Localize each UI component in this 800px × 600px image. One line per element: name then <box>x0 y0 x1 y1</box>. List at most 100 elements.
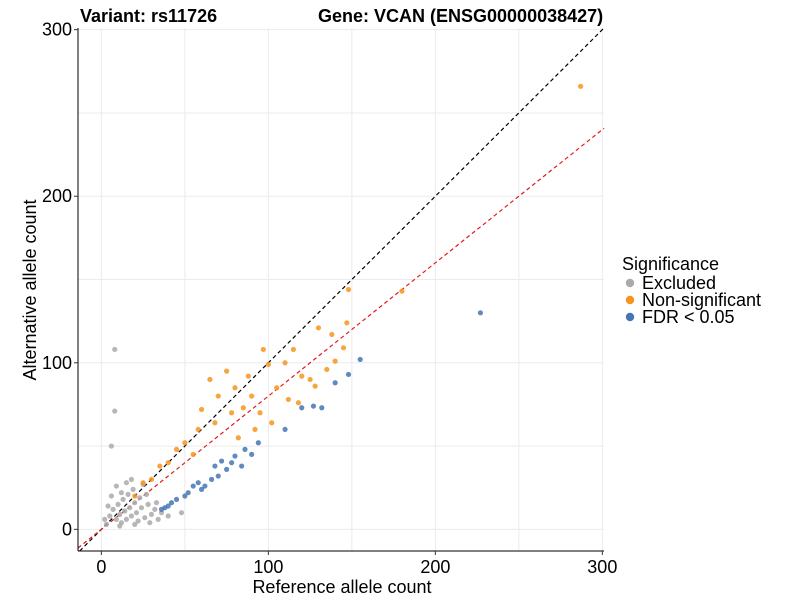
x-axis-label: Reference allele count <box>252 577 431 597</box>
point-non-significant <box>274 385 280 391</box>
point-non-significant <box>229 410 235 416</box>
point-non-significant <box>344 320 350 326</box>
point-non-significant <box>290 346 297 353</box>
point-non-significant <box>215 393 221 399</box>
chart-title-variant: Variant: rs11726 <box>80 6 217 26</box>
point-non-significant <box>324 366 330 373</box>
axis-ticks: 0 100 200 300 0 100 200 300 <box>42 20 617 577</box>
point-fdr-0-05 <box>168 500 175 506</box>
axes <box>77 28 604 552</box>
point-non-significant <box>165 460 171 466</box>
y-tick-label: 0 <box>62 519 72 539</box>
point-non-significant <box>190 451 196 457</box>
legend-label-non-significant: Non-significant <box>642 290 761 310</box>
legend: Significance ExcludedNon-significantFDR … <box>622 254 761 327</box>
point-fdr-0-05 <box>310 403 317 409</box>
legend-label-fdr-0-05: FDR < 0.05 <box>642 307 735 327</box>
point-excluded <box>103 521 109 527</box>
point-fdr-0-05 <box>158 506 165 512</box>
point-non-significant <box>195 426 201 433</box>
gridlines <box>78 28 604 551</box>
point-excluded <box>115 501 121 507</box>
point-excluded <box>138 505 145 511</box>
point-excluded <box>128 513 135 519</box>
point-excluded <box>113 516 120 522</box>
point-excluded <box>130 486 136 492</box>
point-non-significant <box>578 83 584 89</box>
point-excluded <box>128 476 135 482</box>
point-non-significant <box>157 463 163 469</box>
legend-title: Significance <box>622 254 719 274</box>
point-non-significant <box>245 373 251 379</box>
point-non-significant <box>212 420 218 426</box>
point-non-significant <box>257 410 263 416</box>
point-excluded <box>123 516 130 522</box>
point-non-significant <box>148 476 155 482</box>
legend-swatch-non-significant <box>625 295 635 305</box>
y-tick-label: 300 <box>42 20 72 40</box>
point-non-significant <box>224 368 230 374</box>
point-non-significant <box>132 493 138 499</box>
point-fdr-0-05 <box>185 490 191 496</box>
point-fdr-0-05 <box>229 460 235 466</box>
point-non-significant <box>173 446 180 452</box>
point-fdr-0-05 <box>242 446 248 452</box>
point-excluded <box>152 506 158 512</box>
point-non-significant <box>249 393 255 399</box>
point-fdr-0-05 <box>357 356 363 363</box>
point-fdr-0-05 <box>345 371 352 378</box>
point-excluded <box>153 500 160 506</box>
point-excluded <box>107 513 113 519</box>
point-non-significant <box>282 360 288 366</box>
reference-lines <box>77 27 605 552</box>
y-tick-label: 200 <box>42 186 72 206</box>
point-non-significant <box>207 376 213 383</box>
point-non-significant <box>232 385 238 391</box>
point-fdr-0-05 <box>232 453 238 459</box>
point-non-significant <box>299 373 305 379</box>
point-non-significant <box>240 405 246 411</box>
point-excluded <box>132 521 138 527</box>
point-fdr-0-05 <box>198 486 205 492</box>
point-non-significant <box>329 331 335 338</box>
point-non-significant <box>260 346 266 353</box>
point-non-significant <box>198 406 205 413</box>
point-excluded <box>118 490 125 496</box>
point-excluded <box>120 496 126 502</box>
point-excluded <box>125 491 131 497</box>
point-excluded <box>142 515 148 521</box>
point-fdr-0-05 <box>239 463 245 469</box>
point-non-significant <box>269 420 275 426</box>
point-excluded <box>122 508 128 514</box>
data-points <box>102 83 584 529</box>
reference-line-identity <box>79 27 605 552</box>
point-excluded <box>105 503 111 509</box>
x-tick-label: 100 <box>253 557 283 577</box>
point-non-significant <box>345 286 352 293</box>
point-fdr-0-05 <box>195 480 201 486</box>
legend-swatch-excluded <box>625 278 635 288</box>
point-fdr-0-05 <box>249 451 255 457</box>
x-tick-label: 200 <box>420 557 450 577</box>
point-excluded <box>108 443 114 449</box>
point-fdr-0-05 <box>477 310 484 316</box>
point-excluded <box>147 520 153 526</box>
point-excluded <box>110 506 116 512</box>
point-excluded <box>148 511 155 517</box>
point-fdr-0-05 <box>208 476 215 482</box>
point-excluded <box>135 518 141 524</box>
x-tick-label: 300 <box>587 557 617 577</box>
point-excluded <box>113 483 120 489</box>
point-excluded <box>112 346 118 353</box>
point-non-significant <box>315 325 322 331</box>
y-tick-label: 100 <box>42 353 72 373</box>
point-excluded <box>143 491 150 497</box>
point-fdr-0-05 <box>215 473 221 479</box>
point-fdr-0-05 <box>219 458 225 464</box>
point-fdr-0-05 <box>282 426 288 433</box>
point-excluded <box>145 501 151 507</box>
point-fdr-0-05 <box>190 483 196 489</box>
point-non-significant <box>332 358 338 364</box>
point-excluded <box>178 510 185 516</box>
